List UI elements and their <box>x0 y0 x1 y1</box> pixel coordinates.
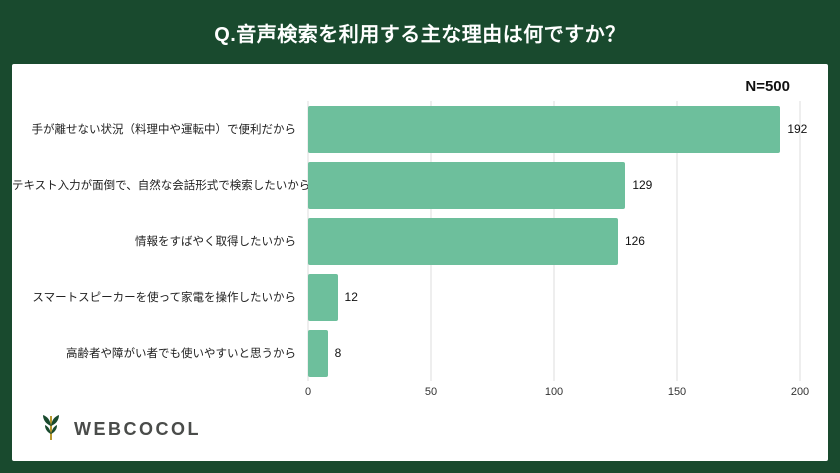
bar-track: 8 <box>308 329 800 377</box>
category-label: スマートスピーカーを使って家電を操作したいから <box>32 292 296 304</box>
value-label: 192 <box>787 122 808 136</box>
chart-row: 高齢者や障がい者でも使いやすいと思うから 8 <box>12 325 828 381</box>
chart-row: テキスト入力が面倒で、自然な会話形式で検索したいから 129 <box>12 157 828 213</box>
chart-rows: 手が離せない状況（料理中や運転中）で便利だから 192 テキスト入力が面倒で、自然な… <box>12 101 828 381</box>
value-label: 8 <box>334 346 342 360</box>
bar <box>308 217 618 265</box>
gridline <box>799 101 801 381</box>
category-label: テキスト入力が面倒で、自然な会話形式で検索したいから <box>12 180 311 192</box>
gridline <box>676 101 678 381</box>
bar-track: 192 <box>308 105 807 153</box>
x-tick-label: 150 <box>667 386 687 398</box>
category-label: 高齢者や障がい者でも使いやすいと思うから <box>66 348 296 360</box>
bar <box>308 161 626 209</box>
chart-row: 手が離せない状況（料理中や運転中）で便利だから 192 <box>12 101 828 157</box>
chart-row: 情報をすばやく取得したいから 126 <box>12 213 828 269</box>
x-tick-label: 200 <box>790 386 810 398</box>
x-tick-label: 0 <box>304 386 312 398</box>
footer: WEBCOCOL <box>12 412 828 461</box>
bar-track: 129 <box>308 161 800 209</box>
bar-track: 126 <box>308 217 800 265</box>
chart-panel: N=500 手が離せない状況（料理中や運転中）で便利だから 192 テキスト入力が面… <box>12 64 828 461</box>
header-band: Q.音声検索を利用する主な理由は何ですか？ <box>0 0 840 64</box>
x-axis: 0 50 100 150 200 <box>304 381 809 405</box>
bar-chart: 手が離せない状況（料理中や運転中）で便利だから 192 テキスト入力が面倒で、自然な… <box>12 101 828 405</box>
value-label: 12 <box>344 290 358 304</box>
bar <box>308 329 328 377</box>
bar-track: 12 <box>308 273 800 321</box>
category-label: 手が離せない状況（料理中や運転中）で便利だから <box>31 124 297 136</box>
chart-row: スマートスピーカーを使って家電を操作したいから 12 <box>12 269 828 325</box>
page-title: Q.音声検索を利用する主な理由は何ですか？ <box>214 23 626 46</box>
x-tick-label: 100 <box>544 386 564 398</box>
bar <box>308 273 338 321</box>
value-label: 129 <box>632 178 653 192</box>
value-label: 126 <box>624 234 645 248</box>
sample-size-label: N=500 <box>745 78 790 95</box>
bar <box>308 105 781 153</box>
webcocol-logo-text: WEBCOCOL <box>74 419 201 439</box>
webcocol-logo-icon <box>38 412 64 447</box>
x-tick-label: 50 <box>424 386 438 398</box>
category-label: 情報をすばやく取得したいから <box>135 236 296 248</box>
